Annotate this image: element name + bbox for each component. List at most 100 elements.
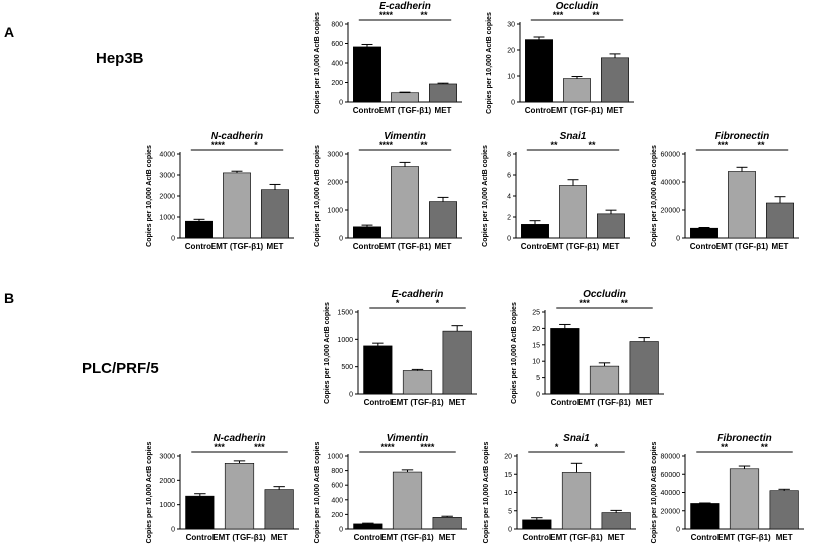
x-tick-label: MET bbox=[776, 533, 793, 542]
bar bbox=[391, 166, 419, 239]
x-tick-label: EMT (TGF-β1) bbox=[550, 533, 603, 542]
significance-label: ** bbox=[592, 10, 600, 20]
x-tick-label: MET bbox=[607, 106, 624, 115]
plc-label: PLC/PRF/5 bbox=[82, 360, 159, 377]
bar bbox=[391, 92, 419, 103]
y-tick-label: 2000 bbox=[159, 194, 175, 201]
y-tick-label: 10 bbox=[532, 359, 540, 366]
y-tick-label: 0 bbox=[349, 392, 353, 399]
y-tick-label: 0 bbox=[676, 236, 680, 243]
y-tick-label: 10 bbox=[504, 490, 512, 497]
x-tick-label: EMT (TGF-β1) bbox=[547, 242, 600, 251]
chart-title: Vimentin bbox=[387, 433, 429, 444]
y-tick-label: 4000 bbox=[159, 152, 175, 159]
y-tick-label: 60000 bbox=[661, 152, 681, 159]
bar bbox=[353, 226, 381, 239]
chart-title: E-cadherin bbox=[379, 1, 431, 12]
y-axis-label: Copies per 10,000 ActB copies bbox=[483, 442, 490, 544]
chart-b-snai1: Snai1 Copies per 10,000 ActB copies 0 5 10 15… bbox=[483, 433, 636, 544]
x-tick-label: Control bbox=[364, 398, 392, 407]
chart-a-snai1: Snai1 Copies per 10,000 ActB copies 0 2 4 6 8 C… bbox=[482, 131, 630, 251]
y-tick-label: 600 bbox=[331, 41, 343, 48]
chart-a-occludin: Occludin Copies per 10,000 ActB copies 0 10… bbox=[486, 1, 634, 115]
y-axis-label: Copies per 10,000 ActB copies bbox=[314, 12, 321, 114]
x-tick-label: Control bbox=[353, 106, 381, 115]
y-tick-label: 20 bbox=[532, 326, 540, 333]
x-tick-label: MET bbox=[603, 242, 620, 251]
y-tick-label: 2 bbox=[507, 215, 511, 222]
x-tick-label: EMT (TGF-β1) bbox=[379, 106, 432, 115]
y-tick-label: 20 bbox=[504, 454, 512, 461]
y-tick-label: 200 bbox=[331, 512, 343, 519]
x-tick-label: Control bbox=[691, 533, 719, 542]
y-tick-label: 400 bbox=[331, 497, 343, 504]
chart-a-fibronectin: Fibronectin Copies per 10,000 ActB copies… bbox=[651, 131, 799, 251]
x-tick-label: Control bbox=[525, 106, 553, 115]
x-tick-label: EMT (TGF-β1) bbox=[551, 106, 604, 115]
significance-label: *** bbox=[718, 140, 729, 150]
bar bbox=[601, 57, 629, 103]
y-axis-label: Copies per 10,000 ActB copies bbox=[482, 145, 489, 247]
y-tick-label: 1500 bbox=[337, 310, 353, 317]
significance-label: **** bbox=[379, 10, 394, 20]
chart-b-vimentin: Vimentin Copies per 10,000 ActB copies 0 20… bbox=[314, 433, 467, 543]
chart-a-vimentin: Vimentin Copies per 10,000 ActB copies 0 10… bbox=[314, 131, 462, 251]
x-tick-label: EMT (TGF-β1) bbox=[578, 398, 631, 407]
chart-title: N-cadherin bbox=[211, 131, 263, 142]
bar bbox=[261, 189, 289, 239]
x-tick-label: Control bbox=[186, 533, 214, 542]
bar bbox=[525, 39, 553, 103]
x-tick-label: MET bbox=[636, 398, 653, 407]
significance-label: ** bbox=[757, 140, 765, 150]
chart-b-occludin: Occludin Copies per 10,000 ActB copies 0 5 1… bbox=[511, 289, 664, 407]
x-tick-label: EMT (TGF-β1) bbox=[211, 242, 264, 251]
chart-b-ncadherin: N-cadherin Copies per 10,000 ActB copies 0… bbox=[146, 433, 299, 543]
y-tick-label: 20 bbox=[507, 48, 515, 55]
y-tick-label: 3000 bbox=[159, 454, 175, 461]
x-tick-label: MET bbox=[435, 106, 452, 115]
bar bbox=[224, 462, 255, 530]
x-tick-label: Control bbox=[354, 533, 382, 542]
y-axis-label: Copies per 10,000 ActB copies bbox=[651, 145, 658, 247]
y-tick-label: 30 bbox=[507, 22, 515, 29]
chart-title: Snai1 bbox=[560, 131, 587, 142]
x-tick-label: Control bbox=[353, 242, 381, 251]
bar bbox=[550, 328, 580, 395]
y-tick-label: 0 bbox=[536, 392, 540, 399]
significance-label: ** bbox=[761, 442, 769, 452]
y-tick-label: 1000 bbox=[337, 337, 353, 344]
chart-title: Fibronectin bbox=[715, 131, 769, 142]
y-tick-label: 0 bbox=[171, 527, 175, 534]
significance-label: * bbox=[254, 140, 258, 150]
y-tick-label: 1000 bbox=[327, 454, 343, 461]
significance-label: **** bbox=[379, 140, 394, 150]
y-axis-label: Copies per 10,000 ActB copies bbox=[314, 145, 321, 247]
chart-title: Fibronectin bbox=[717, 433, 771, 444]
x-tick-label: EMT (TGF-β1) bbox=[391, 398, 444, 407]
bar bbox=[561, 472, 592, 530]
y-tick-label: 0 bbox=[339, 527, 343, 534]
chart-b-ecadherin: E-cadherin Copies per 10,000 ActB copies 0… bbox=[324, 289, 477, 407]
bar bbox=[353, 46, 381, 103]
y-tick-label: 6 bbox=[507, 173, 511, 180]
x-tick-label: EMT (TGF-β1) bbox=[718, 533, 771, 542]
significance-label: *** bbox=[254, 442, 265, 452]
bar bbox=[429, 83, 457, 103]
bar bbox=[432, 517, 462, 530]
x-tick-label: EMT (TGF-β1) bbox=[381, 533, 434, 542]
bar bbox=[690, 227, 718, 239]
y-tick-label: 0 bbox=[339, 236, 343, 243]
x-tick-label: Control bbox=[521, 242, 549, 251]
y-tick-label: 20000 bbox=[661, 208, 681, 215]
bar bbox=[597, 213, 625, 239]
panel-b-label: B bbox=[4, 290, 15, 306]
panel-a-label: A bbox=[4, 24, 15, 40]
y-tick-label: 10 bbox=[507, 74, 515, 81]
y-tick-label: 4 bbox=[507, 194, 511, 201]
y-tick-label: 0 bbox=[171, 236, 175, 243]
y-tick-label: 3000 bbox=[159, 173, 175, 180]
significance-label: ** bbox=[621, 298, 629, 308]
y-tick-label: 25 bbox=[532, 310, 540, 317]
y-axis-label: Copies per 10,000 ActB copies bbox=[324, 302, 331, 404]
x-tick-label: Control bbox=[185, 242, 213, 251]
